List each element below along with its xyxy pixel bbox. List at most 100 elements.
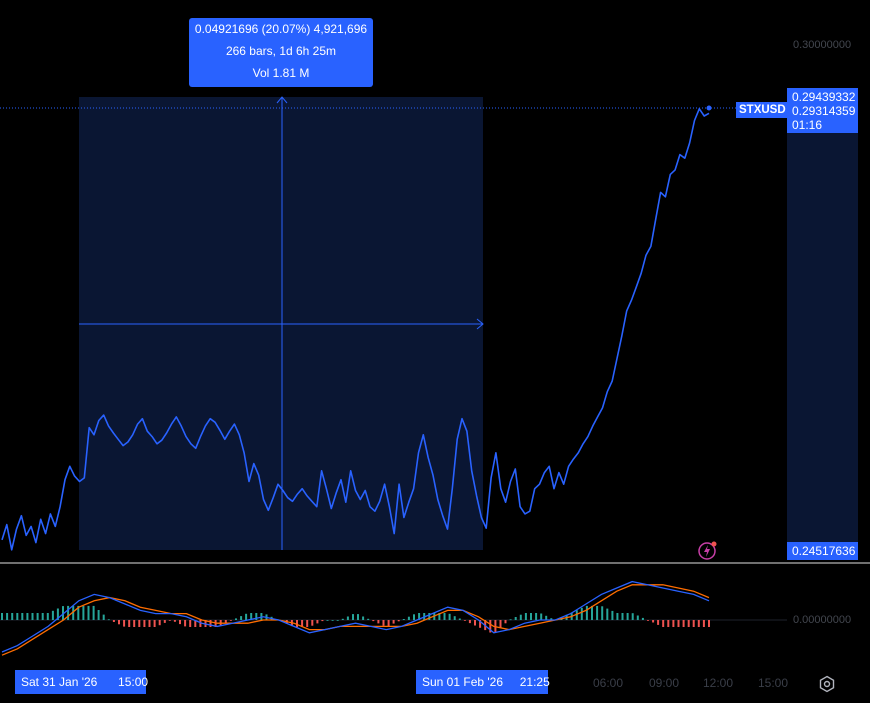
macd-histogram-bar [306, 620, 309, 627]
macd-histogram-bar [474, 620, 476, 626]
macd-histogram-bar [382, 620, 385, 626]
macd-histogram-bar [301, 620, 304, 627]
macd-histogram-bar [245, 613, 248, 620]
macd-histogram-bar [51, 610, 54, 620]
macd-histogram-bar [199, 620, 202, 627]
time-tick-label: 12:00 [703, 676, 734, 690]
macd-histogram-bar [682, 620, 685, 627]
macd-histogram-bar [229, 620, 232, 621]
measure-change-text: 0.04921696 (20.07%) 4,921,696 [194, 22, 368, 36]
macd-histogram-bar [667, 620, 670, 627]
macd-histogram-bar [21, 613, 24, 620]
macd-histogram-bar [479, 620, 482, 628]
macd-histogram-bar [224, 620, 227, 624]
macd-histogram [1, 605, 710, 633]
macd-histogram-bar [123, 620, 126, 627]
macd-histogram-bar [311, 620, 314, 626]
macd-histogram-bar [575, 610, 578, 620]
macd-histogram-bar [591, 605, 593, 620]
time-start-time: 15:00 [118, 675, 149, 689]
macd-histogram-bar [260, 613, 263, 620]
macd-histogram-bar [194, 620, 197, 627]
time-tick-label: 09:00 [649, 676, 680, 690]
macd-histogram-bar [67, 605, 70, 620]
macd-histogram-bar [107, 619, 110, 621]
macd-histogram-bar [168, 620, 171, 621]
price-axis-label: 0.30000000 [793, 39, 852, 51]
macd-histogram-bar [357, 614, 359, 620]
macd-histogram-bar [418, 613, 421, 620]
macd-histogram-bar [56, 608, 59, 620]
macd-histogram-bar [702, 620, 705, 627]
macd-histogram-bar [72, 605, 75, 620]
macd-histogram-bar [46, 613, 49, 620]
macd-histogram-bar [708, 620, 710, 627]
macd-histogram-bar [36, 613, 39, 620]
macd-histogram-bar [616, 613, 619, 620]
macd-histogram-bar [580, 607, 583, 620]
macd-histogram-bar [158, 620, 161, 626]
low-price-badge: 0.24517636 [787, 542, 858, 560]
time-start-badge: Sat 31 Jan '26 15:00 [15, 670, 149, 694]
macd-histogram-bar [77, 605, 80, 620]
macd-histogram-bar [346, 616, 349, 620]
macd-histogram-bar [11, 613, 14, 620]
macd-histogram-bar [41, 613, 44, 620]
macd-histogram-bar [138, 620, 141, 627]
macd-histogram-bar [392, 620, 395, 624]
macd-histogram-bar [387, 620, 390, 626]
time-start-date: Sat 31 Jan '26 [21, 675, 98, 689]
macd-histogram-bar [535, 613, 538, 620]
measure-vertical-arrowhead [276, 96, 288, 104]
macd-histogram-bar [504, 620, 507, 624]
macd-histogram-bar [133, 620, 136, 627]
price-axis-highlight [787, 97, 858, 550]
macd-histogram-bar [631, 613, 634, 620]
macd-histogram-bar [179, 620, 181, 625]
macd-histogram-bar [463, 620, 466, 621]
macd-histogram-bar [611, 610, 614, 620]
macd-histogram-bar [468, 620, 471, 624]
macd-histogram-bar [687, 620, 690, 627]
macd-histogram-bar [606, 608, 609, 620]
macd-histogram-bar [697, 620, 700, 627]
macd-histogram-bar [112, 620, 115, 622]
macd-histogram-bar [6, 613, 9, 620]
time-tick-label: 15:00 [758, 676, 789, 690]
measure-horizontal-arrowhead [476, 318, 484, 330]
macd-histogram-bar [173, 620, 176, 622]
macd-histogram-bar [16, 613, 19, 620]
symbol-badge: STXUSD [736, 102, 789, 118]
macd-histogram-bar [316, 620, 319, 624]
macd-histogram-bar [377, 620, 380, 624]
macd-histogram-bar [413, 614, 415, 620]
measure-volume-text: Vol 1.81 M [252, 66, 310, 80]
macd-histogram-bar [530, 613, 532, 620]
macd-histogram-bar [92, 605, 95, 620]
macd-histogram-bar [641, 617, 644, 620]
macd-series-line [1, 580, 710, 653]
flash-icon[interactable] [698, 540, 718, 560]
settings-gear-icon[interactable] [818, 675, 836, 693]
time-tick-label: 06:00 [593, 676, 624, 690]
macd-histogram-bar [636, 615, 639, 620]
macd-histogram-bar [372, 620, 375, 622]
macd-histogram-bar [26, 613, 29, 620]
time-end-time: 21:25 [519, 675, 550, 689]
macd-histogram-bar [82, 605, 85, 620]
macd-histogram-bar [184, 620, 187, 627]
macd-histogram-bar [97, 610, 100, 620]
measure-tooltip: 0.04921696 (20.07%) 4,921,696 266 bars, … [189, 18, 373, 87]
macd-histogram-bar [331, 620, 334, 621]
macd-histogram-bar [647, 620, 649, 621]
macd-histogram-bar [438, 613, 441, 620]
price-series-line [1, 108, 710, 551]
time-end-badge: Sun 01 Feb '26 21:25 [416, 670, 550, 694]
macd-histogram-bar [407, 616, 410, 620]
macd-histogram-bar [367, 618, 370, 620]
macd-histogram-bar [128, 620, 131, 627]
macd-histogram-bar [321, 620, 324, 622]
macd-histogram-bar [458, 618, 461, 620]
